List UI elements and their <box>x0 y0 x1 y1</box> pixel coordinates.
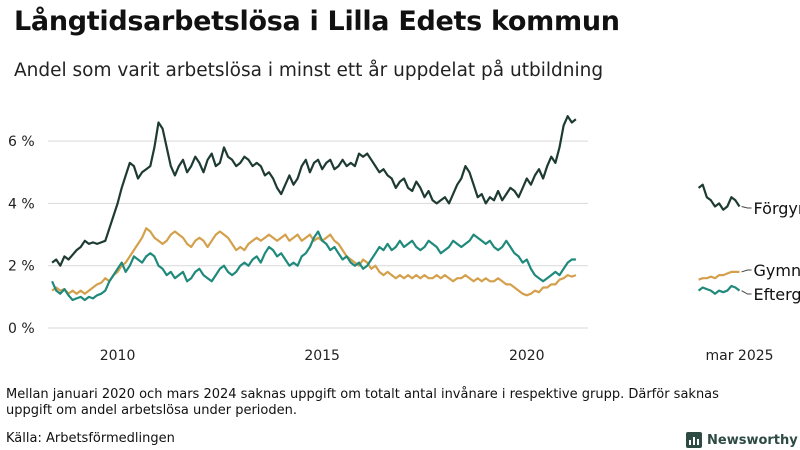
brand-name: Newsworthy <box>707 432 798 448</box>
y-tick-label: 6 % <box>8 134 35 150</box>
series-line-forgymnasial <box>51 115 577 267</box>
series-line-eftergymnasial <box>697 284 741 295</box>
x-tick-label: 2020 <box>509 348 545 364</box>
series-line-gymnasial <box>698 270 740 281</box>
x-tick-label: mar 2025 <box>706 348 774 364</box>
label-leader-line <box>741 269 752 273</box>
x-tick-label: 2010 <box>100 348 136 364</box>
series-line-forgymnasial <box>697 183 741 211</box>
grid-lines <box>48 140 588 329</box>
y-tick-label: 0 % <box>8 321 35 337</box>
label-leader-line <box>741 206 752 209</box>
y-tick-label: 4 % <box>8 196 35 212</box>
source-note: Källa: Arbetsförmedlingen <box>6 431 175 446</box>
series-lines <box>51 115 741 302</box>
y-axis: 0 % 2 % 4 % 6 % <box>8 134 35 337</box>
newsworthy-logo-icon <box>686 432 702 448</box>
label-leader-line <box>741 290 752 295</box>
series-end-labels: Förgymnasial: 3,9 % Gymnasial: 1,8 % Efter… <box>741 199 800 304</box>
series-end-label-forgymnasial: Förgymnasial: 3,9 % <box>754 199 800 218</box>
chart-title: Långtidsarbetslösa i Lilla Edets kommun <box>14 6 620 37</box>
x-axis: 2010 2015 2020 mar 2025 <box>100 348 774 364</box>
brand-logo: Newsworthy <box>686 430 798 450</box>
series-line-eftergymnasial <box>51 230 576 302</box>
series-end-label-gymnasial: Gymnasial: 1,8 % <box>754 261 800 280</box>
chart-subtitle: Andel som varit arbetslösa i minst ett å… <box>14 60 604 81</box>
series-end-label-eftergymnasial: Eftergymnasial: 1,2 % <box>754 285 800 304</box>
y-tick-label: 2 % <box>8 259 35 275</box>
footnote: Mellan januari 2020 och mars 2024 saknas… <box>6 387 719 418</box>
series-line-gymnasial <box>51 227 577 297</box>
x-tick-label: 2015 <box>304 348 340 364</box>
